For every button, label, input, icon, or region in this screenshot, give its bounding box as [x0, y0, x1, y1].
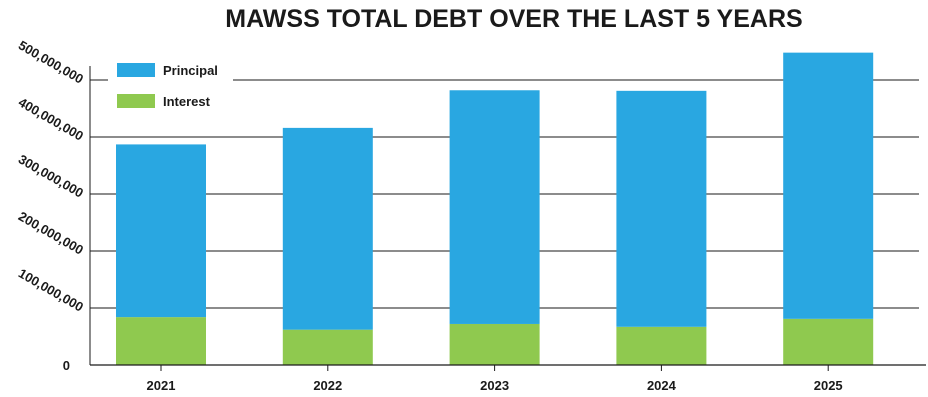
legend: Principal Interest — [108, 57, 233, 113]
legend-swatch-interest — [117, 94, 155, 108]
x-axis: 2021 2022 2023 2024 2025 — [90, 364, 926, 393]
y-tick-label: 300,000,000 — [16, 151, 86, 200]
legend-label-interest: Interest — [163, 94, 211, 109]
x-tick-label: 2023 — [480, 378, 509, 393]
x-tick-label: 2025 — [814, 378, 843, 393]
bar-interest-2024 — [616, 326, 707, 365]
y-axis: 0 100,000,000 200,000,000 300,000,000 400,00… — [16, 37, 91, 373]
y-tick-label: 0 — [63, 358, 70, 373]
bar-principal-2025 — [783, 52, 874, 319]
y-tick-label: 500,000,000 — [16, 37, 86, 86]
bar-interest-2023 — [449, 323, 540, 365]
bar-principal-2023 — [449, 90, 540, 324]
x-tick-label: 2024 — [647, 378, 677, 393]
x-tick-label: 2021 — [147, 378, 176, 393]
legend-label-principal: Principal — [163, 63, 218, 78]
bar-principal-2024 — [616, 90, 707, 327]
x-tick-label: 2022 — [313, 378, 342, 393]
bar-interest-2022 — [282, 329, 373, 365]
chart-title: MAWSS TOTAL DEBT OVER THE LAST 5 YEARS — [225, 5, 802, 33]
y-tick-label: 400,000,000 — [16, 94, 86, 143]
bars — [116, 52, 874, 365]
bar-principal-2022 — [282, 127, 373, 330]
bar-principal-2021 — [116, 144, 206, 318]
y-tick-label: 200,000,000 — [16, 208, 86, 257]
y-tick-label: 100,000,000 — [16, 265, 86, 314]
bar-interest-2025 — [783, 318, 874, 365]
legend-swatch-principal — [117, 63, 155, 77]
bar-interest-2021 — [116, 317, 206, 365]
